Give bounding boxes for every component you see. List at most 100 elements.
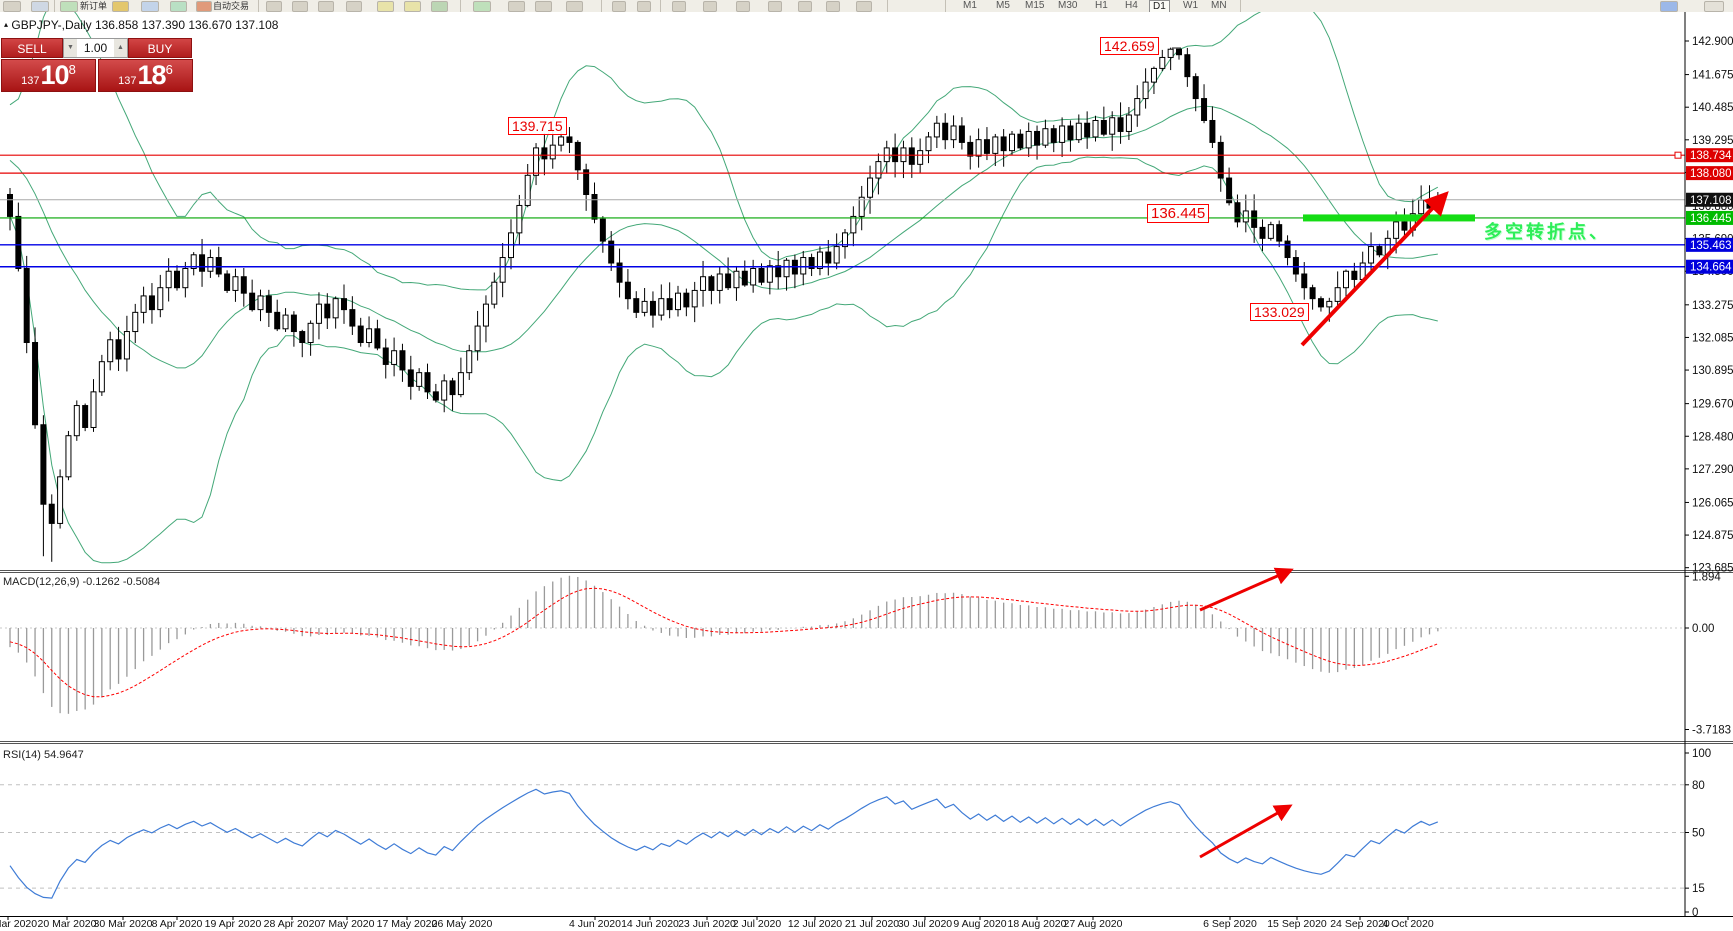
candlestick [816,251,823,270]
toolbar-icon[interactable] [318,1,334,12]
bull-bear-turning-point-note[interactable]: 多空转折点、 [1484,222,1610,242]
toolbar-icon[interactable] [60,1,78,12]
candlestick [482,303,489,327]
price-callout-142659[interactable]: 142.659 [1100,37,1159,55]
date-label: 11 Mar 2020 [0,918,37,930]
toolbar-icon[interactable] [473,1,491,12]
rsi-indicator-label: RSI(14) 54.9647 [3,749,84,761]
date-label: 18 Aug 2020 [1008,918,1067,930]
buy-price-button[interactable]: 137 18 6 [98,59,193,92]
timeframe-button-H1[interactable]: H1 [1095,0,1108,11]
volume-value[interactable]: 1.00 [83,41,108,55]
candlestick [1000,136,1007,152]
toolbar-icon[interactable] [703,1,717,12]
toolbar-icon[interactable] [566,1,583,12]
candlestick [65,435,72,478]
toolbar-icon[interactable] [508,1,525,12]
toolbar-icon[interactable] [1704,1,1724,12]
sell-price-prefix: 137 [21,75,40,87]
toolbar-icon[interactable] [768,1,782,12]
toolbar-icon[interactable] [612,1,626,12]
toolbar-icon[interactable] [826,1,840,12]
price-badge [1686,259,1733,274]
candlestick [224,273,231,291]
candlestick [933,122,940,138]
candlestick [1351,270,1358,280]
toolbar-icon[interactable] [170,1,187,12]
candlestick [1217,141,1224,179]
volume-decrease-icon[interactable]: ▼ [64,39,77,57]
candlestick [474,325,481,352]
toolbar-separator [601,0,602,12]
toolbar-icon[interactable] [266,1,282,12]
support-highlight-bar[interactable] [1303,214,1475,222]
scroll-marker-icon: ▴ [4,20,9,29]
candlestick [800,257,807,275]
candlestick [725,273,732,289]
toolbar-icon[interactable] [535,1,552,12]
candlestick [115,339,122,360]
price-callout-139715[interactable]: 139.715 [508,117,567,135]
toolbar-icon[interactable] [736,1,750,12]
timeframe-button-MN[interactable]: MN [1211,0,1227,11]
auto-trading-button[interactable]: 自动交易 [213,1,250,11]
toolbar-icon[interactable] [346,1,362,12]
toolbar-icon[interactable] [431,1,448,12]
toolbar-icon[interactable] [1660,1,1678,12]
volume-increase-icon[interactable]: ▲ [114,39,127,57]
candlestick [917,150,924,165]
candlestick [391,350,398,365]
toolbar-icon[interactable] [141,1,159,12]
timeframe-button-D1[interactable]: D1 [1149,0,1170,12]
chart-canvas[interactable]: 142.900141.675140.485139.295138.105136.8… [0,12,1733,931]
candlestick [73,405,80,437]
candlestick [132,311,139,333]
candlestick [583,169,590,195]
sell-price-button[interactable]: 137 10 8 [1,59,96,92]
candlestick [733,270,740,289]
toolbar-icon[interactable] [3,1,21,12]
buy-button[interactable]: BUY [128,38,192,58]
timeframe-button-M15[interactable]: M15 [1025,0,1045,11]
toolbar-icon[interactable] [856,1,872,12]
toolbar-icon[interactable] [112,1,129,12]
price-axis-label: 140.485 [1692,102,1733,114]
candlestick [1192,76,1199,100]
price-callout-136445[interactable]: 136.445 [1147,204,1210,223]
sell-button[interactable]: SELL [1,38,63,58]
trend-arrow-macd[interactable] [1199,567,1294,612]
timeframe-button-H4[interactable]: H4 [1125,0,1138,11]
toolbar-icon[interactable] [377,1,394,12]
toolbar-separator [945,0,946,12]
candlestick [57,476,64,524]
trend-arrow-rsi[interactable] [1199,804,1293,859]
toolbar-icon[interactable] [798,1,812,12]
toolbar-icon[interactable] [637,1,651,12]
new-order-button[interactable]: 新订单 [80,1,108,11]
rsi-line [9,788,1439,899]
toolbar-icon[interactable] [292,1,308,12]
toolbar-icon[interactable] [31,1,49,12]
candlestick [783,259,790,278]
candlestick [608,240,615,264]
line-handle[interactable] [1674,151,1682,159]
timeframe-button-W1[interactable]: W1 [1183,0,1198,11]
timeframe-button-M1[interactable]: M1 [963,0,977,11]
trend-arrow-main[interactable] [1300,191,1449,347]
timeframe-button-M30[interactable]: M30 [1058,0,1078,11]
toolbar-icon[interactable] [196,1,212,12]
candlestick [1251,210,1258,228]
chart-area[interactable]: 142.900141.675140.485139.295138.105136.8… [0,12,1733,931]
timeframe-button-M5[interactable]: M5 [996,0,1010,11]
candlestick [1084,122,1091,138]
candlestick [424,372,431,393]
volume-stepper[interactable]: ▼ 1.00 ▲ [63,38,128,58]
candlestick [174,270,180,289]
rsi-axis-label: 0 [1692,907,1698,919]
toolbar-icon[interactable] [672,1,686,12]
candlestick [716,273,723,291]
candlestick [1176,48,1182,56]
price-callout-133029[interactable]: 133.029 [1250,303,1309,321]
candlestick [1368,246,1375,264]
toolbar-icon[interactable] [404,1,421,12]
